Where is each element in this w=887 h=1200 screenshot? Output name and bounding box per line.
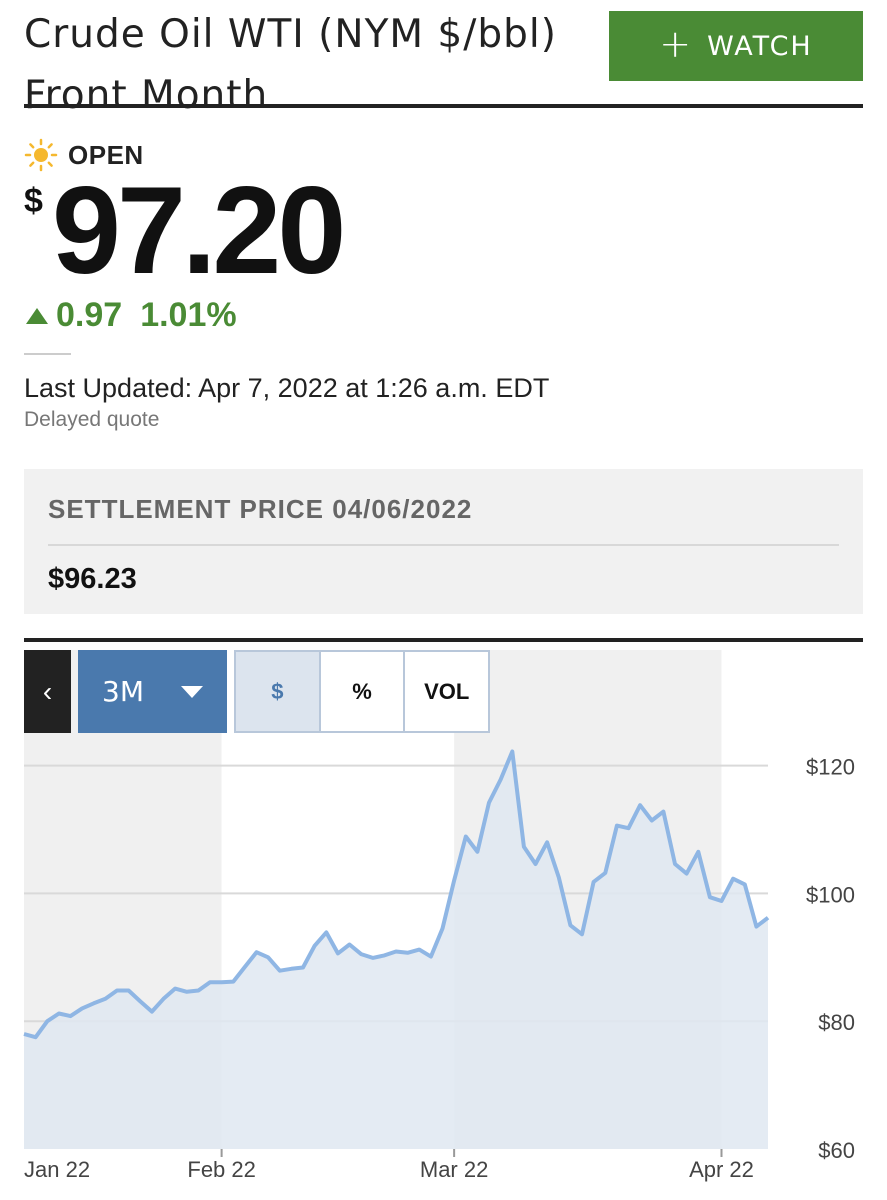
change-points: 0.97	[56, 296, 123, 334]
x-tick-label: Mar 22	[420, 1157, 488, 1182]
price-chart: $120 $100 $80 $60 Jan 22 Feb 22 Mar 22 Apr 22	[23, 650, 855, 1182]
instrument-title: Crude Oil WTI (NYM $/bbl) Front Month	[24, 12, 557, 118]
y-tick-label: $120	[806, 755, 855, 780]
market-status: OPEN	[24, 138, 144, 172]
x-tick-label: Feb 22	[187, 1157, 256, 1182]
header-divider	[24, 104, 863, 108]
divider	[24, 353, 71, 355]
change-percent: 1.01%	[140, 296, 237, 334]
caret-down-icon	[181, 685, 203, 698]
price-change: 0.97 1.01%	[26, 296, 237, 335]
mode-price-button[interactable]: $	[236, 652, 321, 731]
chart-mode-toggle: $ % VOL	[234, 650, 490, 733]
series-area	[24, 751, 768, 1149]
delayed-quote-note: Delayed quote	[24, 408, 160, 431]
last-updated: Last Updated: Apr 7, 2022 at 1:26 a.m. E…	[24, 373, 550, 403]
market-status-label: OPEN	[68, 139, 144, 170]
watch-button[interactable]: + WATCH	[609, 11, 863, 81]
price-chart-section: $120 $100 $80 $60 Jan 22 Feb 22 Mar 22 Apr 22 ‹…	[0, 642, 887, 1200]
settlement-value: $96.23	[48, 563, 137, 595]
x-tick-label: Apr 22	[689, 1157, 754, 1182]
sun-icon	[24, 138, 58, 172]
settlement-panel: SETTLEMENT PRICE 04/06/2022 $96.23	[24, 469, 863, 614]
series-line	[23, 749, 770, 1040]
watch-button-label: WATCH	[707, 30, 813, 62]
y-tick-label: $100	[806, 882, 855, 907]
up-arrow-icon	[26, 307, 48, 324]
x-tick-label: Jan 22	[24, 1157, 90, 1182]
range-select[interactable]: 3M	[78, 650, 227, 733]
price-currency: $	[24, 182, 43, 220]
range-select-value: 3M	[102, 675, 144, 708]
settlement-label: SETTLEMENT PRICE 04/06/2022	[48, 494, 473, 524]
chevron-left-icon[interactable]: ‹	[24, 650, 71, 733]
plus-icon: +	[659, 22, 694, 66]
y-tick-label: $80	[818, 1010, 855, 1035]
mode-volume-button[interactable]: VOL	[424, 678, 470, 704]
y-tick-label: $60	[818, 1138, 855, 1163]
mode-percent-button[interactable]: %	[321, 652, 406, 731]
settlement-divider	[48, 544, 839, 546]
price-value: 97.20	[52, 162, 346, 300]
chart-divider	[24, 638, 863, 642]
